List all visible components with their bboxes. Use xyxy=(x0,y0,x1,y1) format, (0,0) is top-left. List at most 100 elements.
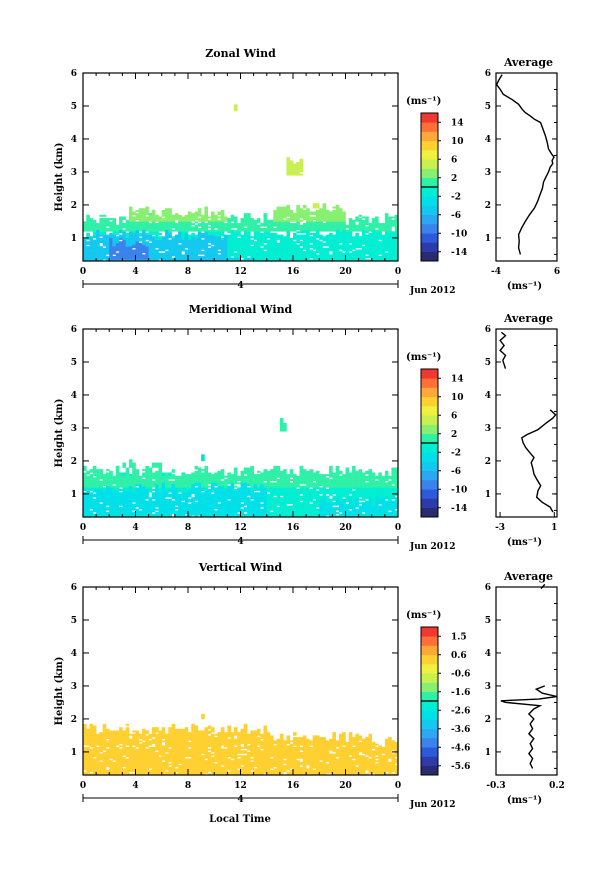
heatmap-cell xyxy=(279,249,284,252)
heatmap-cell xyxy=(112,239,117,242)
heatmap-cell xyxy=(109,218,113,221)
heatmap-cell xyxy=(302,500,307,503)
heatmap-cell xyxy=(230,479,235,482)
heatmap-cell xyxy=(309,239,313,242)
heatmap-cell xyxy=(329,214,333,217)
heatmap-cell xyxy=(217,480,222,483)
heatmap-cell xyxy=(322,239,327,242)
heatmap-cell xyxy=(112,510,117,513)
heatmap-cell xyxy=(151,239,156,242)
heatmap-cell xyxy=(89,256,94,258)
heatmap-cell xyxy=(348,484,353,486)
heatmap-cell xyxy=(286,224,291,227)
heatmap-cell xyxy=(115,232,120,235)
heatmap-cell xyxy=(119,472,123,475)
heatmap-cell xyxy=(105,234,110,237)
heatmap-cell xyxy=(233,221,238,224)
heatmap-cell xyxy=(315,209,320,212)
heatmap-cell xyxy=(171,241,176,244)
heatmap-cell xyxy=(240,223,245,226)
heatmap-cell xyxy=(296,484,300,486)
heatmap-cell xyxy=(178,512,182,514)
heatmap-cell xyxy=(335,482,340,485)
heatmap-cell xyxy=(256,474,261,477)
heatmap-cell xyxy=(315,223,320,226)
heatmap-cell xyxy=(191,247,195,250)
heatmap-cell xyxy=(293,256,297,258)
heatmap-cell xyxy=(204,257,208,260)
heatmap-cell xyxy=(191,485,195,488)
heatmap-cell xyxy=(289,173,294,176)
heatmap-cell xyxy=(322,211,327,214)
heatmap-cell xyxy=(384,241,389,244)
heatmap-cell xyxy=(273,510,277,513)
heatmap-cell xyxy=(381,229,386,232)
heatmap-cell xyxy=(233,239,238,242)
heatmap-cell xyxy=(184,224,189,227)
heatmap-cell xyxy=(306,479,310,482)
heatmap-cell xyxy=(92,467,97,470)
heatmap-cell xyxy=(148,485,153,488)
heatmap-cell xyxy=(151,251,156,254)
heatmap-cell xyxy=(158,236,163,239)
heatmap-cell xyxy=(151,485,156,488)
heatmap-cell xyxy=(151,218,156,221)
heatmap-cell xyxy=(119,252,123,255)
heatmap-cell xyxy=(266,228,271,230)
heatmap-cell xyxy=(188,228,192,230)
heatmap-cell xyxy=(345,244,350,247)
heatmap-cell xyxy=(312,479,317,482)
heatmap-cell xyxy=(276,251,281,254)
heatmap-cell xyxy=(204,469,208,472)
heatmap-cell xyxy=(178,226,182,229)
y-tick-label: 2 xyxy=(71,201,77,211)
heatmap-cell xyxy=(188,218,192,221)
heatmap-cell xyxy=(125,259,130,262)
heatmap-cell xyxy=(165,226,169,229)
heatmap-cell xyxy=(142,505,146,508)
heatmap-cell xyxy=(125,513,130,516)
heatmap-cell xyxy=(184,508,189,511)
heatmap-cell xyxy=(184,474,189,477)
heatmap-cell xyxy=(240,485,245,488)
heatmap-cell xyxy=(256,508,261,511)
heatmap-cell xyxy=(289,497,294,500)
heatmap-cell xyxy=(250,484,254,486)
heatmap-cell xyxy=(233,510,238,513)
heatmap-cell xyxy=(338,485,343,488)
heatmap-cell xyxy=(322,204,327,207)
heatmap-cell xyxy=(371,219,376,222)
heatmap-cell xyxy=(165,218,169,221)
heatmap-cell xyxy=(158,221,163,224)
heatmap-cell xyxy=(250,247,254,250)
heatmap-cell xyxy=(174,213,179,216)
heatmap-cell xyxy=(394,228,399,230)
heatmap-cell xyxy=(250,224,254,227)
heatmap-cell xyxy=(201,498,205,501)
heatmap-cell xyxy=(388,257,392,260)
heatmap-cell xyxy=(86,252,90,255)
heatmap-cell xyxy=(155,257,159,260)
heatmap-cell xyxy=(289,482,294,485)
heatmap-cell xyxy=(128,211,133,214)
heatmap-cell xyxy=(142,500,146,503)
heatmap-cell xyxy=(217,232,222,235)
heatmap-cell xyxy=(260,498,264,501)
heatmap-cell xyxy=(263,218,268,221)
heatmap-cell xyxy=(191,219,195,222)
heatmap-cell xyxy=(329,487,333,490)
heatmap-cell xyxy=(148,259,153,262)
heatmap-cell xyxy=(227,487,231,490)
heatmap-cell xyxy=(355,237,359,240)
heatmap-cell xyxy=(365,218,369,221)
heatmap-cell xyxy=(158,467,163,470)
heatmap-cell xyxy=(296,492,300,495)
heatmap-cell xyxy=(227,510,231,513)
heatmap-cell xyxy=(184,505,189,508)
heatmap-cell xyxy=(355,232,359,235)
heatmap-cell xyxy=(306,475,310,478)
heatmap-cell xyxy=(201,226,205,229)
heatmap-cell xyxy=(329,465,333,468)
heatmap-cell xyxy=(122,244,126,247)
